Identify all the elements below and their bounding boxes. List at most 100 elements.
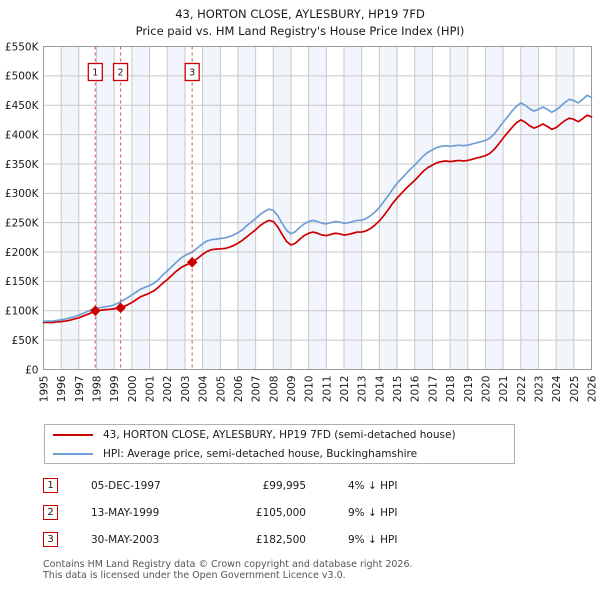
annotation-badge-label-2: 2: [118, 68, 124, 79]
title-line-1: 43, HORTON CLOSE, AYLESBURY, HP19 7FD: [175, 7, 425, 21]
table-row: 2 13-MAY-1999 £105,000 9% ↓ HPI: [43, 499, 463, 526]
x-axis-tick-label: 2019: [463, 376, 475, 403]
legend-label-hpi: HPI: Average price, semi-detached house,…: [103, 447, 418, 460]
y-axis-tick-label: £550K: [5, 41, 40, 53]
y-axis-tick-label: £350K: [5, 159, 40, 171]
sale-point-marker-2: [115, 302, 126, 314]
legend-swatch-price-paid: [53, 433, 93, 436]
year-band: [556, 46, 574, 370]
year-band: [237, 46, 256, 370]
x-axis-tick-label: 2011: [321, 376, 333, 403]
year-band: [96, 46, 115, 370]
legend-item-hpi: HPI: Average price, semi-detached house,…: [45, 444, 514, 463]
year-band: [308, 46, 327, 370]
year-band: [520, 46, 539, 370]
annotation-badge-label-3: 3: [189, 68, 195, 79]
year-band: [450, 46, 468, 370]
copyright-footer: Contains HM Land Registry data © Crown c…: [43, 559, 563, 581]
annotation-badge-1: [87, 62, 103, 82]
chart-legend: 43, HORTON CLOSE, AYLESBURY, HP19 7FD (s…: [44, 424, 515, 464]
x-axis-tick-label: 2004: [198, 375, 210, 402]
transactions-table: 1 05-DEC-1997 £99,995 4% ↓ HPI 2 13-MAY-…: [43, 472, 463, 553]
x-axis-tick-label: 2003: [180, 376, 192, 403]
year-band: [344, 46, 362, 370]
y-axis-tick-label: £150K: [5, 276, 40, 288]
y-axis-tick-label: £300K: [5, 188, 40, 200]
title-line-2: Price paid vs. HM Land Registry's House …: [135, 24, 465, 38]
transaction-date-1: 05-DEC-1997: [91, 479, 161, 492]
x-axis-tick-label: 2006: [233, 375, 245, 402]
transaction-badge-2: 2: [43, 505, 58, 520]
x-axis-tick-label: 2023: [533, 376, 545, 403]
year-band: [485, 46, 504, 370]
footer-line-1: Contains HM Land Registry data © Crown c…: [43, 559, 413, 570]
x-axis-tick-label: 1997: [74, 376, 86, 403]
x-axis-tick-label: 2009: [286, 376, 298, 403]
x-axis-tick-label: 2017: [427, 376, 439, 403]
x-axis-tick-label: 1998: [92, 376, 104, 403]
y-axis-tick-label: £0: [25, 364, 38, 376]
page-title: 43, HORTON CLOSE, AYLESBURY, HP19 7FD Pr…: [0, 6, 600, 40]
x-axis-tick-label: 2020: [480, 376, 492, 403]
x-axis-tick-label: 2025: [569, 376, 581, 403]
year-band: [379, 46, 398, 370]
year-band: [273, 46, 291, 370]
footer-line-2: This data is licensed under the Open Gov…: [43, 570, 346, 581]
year-band: [131, 46, 150, 370]
y-axis-tick-label: £200K: [5, 247, 40, 259]
x-axis-tick-label: 2026: [587, 375, 599, 402]
x-axis-tick-label: 2022: [516, 376, 528, 403]
transaction-badge-3: 3: [43, 532, 58, 547]
table-row: 3 30-MAY-2003 £182,500 9% ↓ HPI: [43, 526, 463, 553]
x-axis-tick-label: 2010: [304, 376, 316, 403]
y-axis-tick-label: £100K: [5, 306, 40, 318]
plot-frame: [43, 46, 592, 370]
year-band: [414, 46, 433, 370]
y-axis-tick-label: £450K: [5, 100, 40, 112]
transaction-price-1: £99,995: [262, 479, 306, 492]
sale-point-marker-3: [186, 257, 198, 268]
transaction-date-3: 30-MAY-2003: [91, 533, 160, 546]
x-axis-tick-label: 2016: [410, 375, 422, 402]
legend-swatch-hpi: [53, 452, 93, 455]
y-axis-tick-label: £250K: [5, 217, 40, 229]
transaction-price-2: £105,000: [255, 506, 306, 519]
transaction-date-2: 13-MAY-1999: [91, 506, 160, 519]
x-axis-tick-label: 2000: [127, 376, 139, 403]
year-band: [61, 46, 79, 370]
year-band: [202, 46, 221, 370]
x-axis-tick-label: 2021: [498, 376, 510, 403]
series-line-price-paid: [42, 114, 593, 324]
x-axis-tick-label: 2005: [215, 376, 227, 403]
x-axis-tick-label: 2013: [357, 376, 369, 403]
transaction-hpi-delta-1: 4% ↓ HPI: [348, 479, 398, 492]
sale-point-marker-1: [89, 305, 101, 317]
transaction-badge-1: 1: [43, 478, 58, 493]
series-line-hpi: [42, 94, 593, 323]
legend-label-price-paid: 43, HORTON CLOSE, AYLESBURY, HP19 7FD (s…: [103, 428, 456, 441]
x-axis-tick-label: 1999: [109, 376, 121, 403]
x-axis-tick-label: 2008: [268, 376, 280, 403]
x-axis-tick-label: 1995: [39, 376, 51, 403]
x-axis-tick-label: 2024: [551, 375, 563, 402]
x-axis-tick-label: 2002: [162, 376, 174, 403]
hpi-line-chart: £0 £50K £100K £150K £200K £250K £300K £350K £400…: [5, 41, 599, 403]
y-axis-tick-label: £400K: [5, 129, 40, 141]
table-row: 1 05-DEC-1997 £99,995 4% ↓ HPI: [43, 472, 463, 499]
x-axis-tick-label: 2007: [251, 376, 263, 403]
transaction-hpi-delta-2: 9% ↓ HPI: [348, 506, 398, 519]
x-axis-tick-label: 2018: [445, 376, 457, 403]
y-axis-tick-label: £50K: [12, 335, 40, 347]
x-axis-tick-label: 2001: [145, 376, 157, 403]
annotation-badge-3: [184, 62, 200, 82]
legend-item-price-paid: 43, HORTON CLOSE, AYLESBURY, HP19 7FD (s…: [45, 425, 514, 444]
x-axis-tick-label: 1996: [56, 375, 68, 402]
x-axis-tick-label: 2015: [392, 376, 404, 403]
x-axis-tick-label: 2012: [339, 376, 351, 403]
transaction-price-3: £182,500: [255, 533, 306, 546]
x-axis-tick-label: 2014: [374, 375, 386, 402]
annotation-badge-label-1: 1: [92, 68, 98, 79]
annotation-badge-2: [112, 62, 129, 82]
chart-plot-area: £0 £50K £100K £150K £200K £250K £300K £350K £400…: [5, 41, 599, 403]
